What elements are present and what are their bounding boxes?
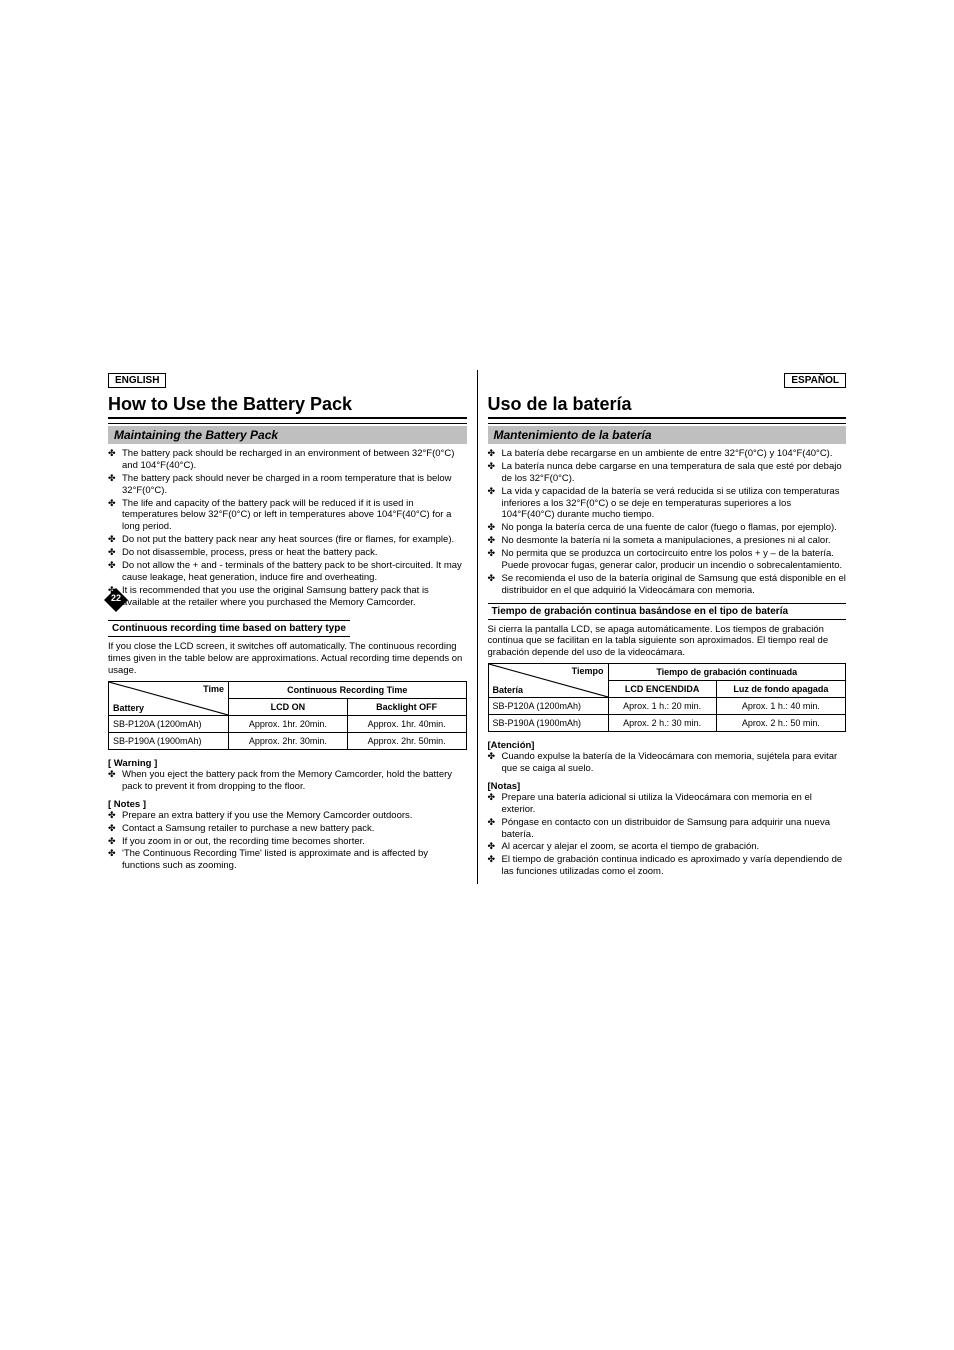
list-item: No desmonte la batería ni la someta a ma…	[488, 535, 847, 547]
list-item: 'The Continuous Recording Time' listed i…	[108, 848, 467, 872]
rule	[488, 417, 847, 419]
rule	[108, 423, 467, 424]
battery-cell: SB-P190A (1900mAh)	[488, 715, 608, 732]
diag-header: Tiempo Batería	[488, 664, 608, 698]
list-item: Do not disassemble, process, press or he…	[108, 547, 467, 559]
recording-time-table-english: Time Battery Continuous Recording Time L…	[108, 681, 467, 750]
col-header: Backlight OFF	[347, 699, 466, 716]
table-row: SB-P120A (1200mAh)Approx. 1hr. 20min.App…	[109, 716, 467, 733]
group-header: Continuous Recording Time	[229, 682, 467, 699]
battery-cell: SB-P120A (1200mAh)	[488, 698, 608, 715]
list-item: No ponga la batería cerca de una fuente …	[488, 522, 847, 534]
language-badge-english: ENGLISH	[108, 373, 166, 388]
notes-list-english: Prepare an extra battery if you use the …	[108, 810, 467, 872]
time-cell: Aprox. 1 h.: 40 min.	[716, 698, 845, 715]
notes-label-spanish: [Notas]	[488, 781, 847, 792]
group-header: Tiempo de grabación continuada	[608, 664, 846, 681]
warning-label-spanish: [Atención]	[488, 740, 847, 751]
list-item: Cuando expulse la batería de la Videocám…	[488, 751, 847, 775]
notes-list-spanish: Prepare una batería adicional si utiliza…	[488, 792, 847, 878]
time-cell: Approx. 1hr. 40min.	[347, 716, 466, 733]
warning-list-spanish: Cuando expulse la batería de la Videocám…	[488, 751, 847, 775]
list-item: Prepare una batería adicional si utiliza…	[488, 792, 847, 816]
list-item: It is recommended that you use the origi…	[108, 585, 467, 609]
list-item: Póngase en contacto con un distribuidor …	[488, 817, 847, 841]
time-cell: Approx. 1hr. 20min.	[229, 716, 348, 733]
table-body-left: SB-P120A (1200mAh)Approx. 1hr. 20min.App…	[109, 716, 467, 750]
time-cell: Approx. 2hr. 30min.	[229, 733, 348, 750]
subsection-bar-english: Maintaining the Battery Pack	[108, 426, 467, 444]
list-item: The life and capacity of the battery pac…	[108, 498, 467, 534]
list-item: If you zoom in or out, the recording tim…	[108, 836, 467, 848]
col-header: LCD ON	[229, 699, 348, 716]
rule	[108, 417, 467, 419]
battery-cell: SB-P120A (1200mAh)	[109, 716, 229, 733]
rule	[488, 423, 847, 424]
two-column-layout: ENGLISH How to Use the Battery Pack Main…	[108, 370, 846, 884]
list-item: No permita que se produzca un cortocircu…	[488, 548, 847, 572]
recording-time-table-spanish: Tiempo Batería Tiempo de grabación conti…	[488, 663, 847, 732]
list-item: La batería debe recargarse en un ambient…	[488, 448, 847, 460]
english-column: ENGLISH How to Use the Battery Pack Main…	[108, 370, 478, 884]
table-intro-english: If you close the LCD screen, it switches…	[108, 641, 467, 677]
list-item: El tiempo de grabación continua indicado…	[488, 854, 847, 878]
subsection-bar-spanish: Mantenimiento de la batería	[488, 426, 847, 444]
col-header: Luz de fondo apagada	[716, 681, 845, 698]
list-item: Prepare an extra battery if you use the …	[108, 810, 467, 822]
time-cell: Aprox. 2 h.: 30 min.	[608, 715, 716, 732]
page: ENGLISH How to Use the Battery Pack Main…	[0, 0, 954, 924]
warning-label-english: [ Warning ]	[108, 758, 467, 769]
maintenance-list-english: The battery pack should be recharged in …	[108, 448, 467, 608]
list-item: Contact a Samsung retailer to purchase a…	[108, 823, 467, 835]
list-item: The battery pack should never be charged…	[108, 473, 467, 497]
section-title-spanish: Uso de la batería	[488, 394, 847, 415]
time-cell: Approx. 2hr. 50min.	[347, 733, 466, 750]
diag-header: Time Battery	[109, 682, 229, 716]
list-item: The battery pack should be recharged in …	[108, 448, 467, 472]
maintenance-list-spanish: La batería debe recargarse en un ambient…	[488, 448, 847, 597]
table-row: SB-P190A (1900mAh)Aprox. 2 h.: 30 min.Ap…	[488, 715, 846, 732]
page-number-badge: 22	[104, 588, 128, 612]
section-title-english: How to Use the Battery Pack	[108, 394, 467, 415]
language-badge-spanish: ESPAÑOL	[784, 373, 846, 388]
notes-label-english: [ Notes ]	[108, 799, 467, 810]
table-row: SB-P120A (1200mAh)Aprox. 1 h.: 20 min.Ap…	[488, 698, 846, 715]
col-header: LCD ENCENDIDA	[608, 681, 716, 698]
table-row: SB-P190A (1900mAh)Approx. 2hr. 30min.App…	[109, 733, 467, 750]
list-item: Se recomienda el uso de la batería origi…	[488, 573, 847, 597]
warning-list-english: When you eject the battery pack from the…	[108, 769, 467, 793]
list-item: La vida y capacidad de la batería se ver…	[488, 486, 847, 522]
list-item: Do not allow the + and - terminals of th…	[108, 560, 467, 584]
list-item: When you eject the battery pack from the…	[108, 769, 467, 793]
table-intro-spanish: Si cierra la pantalla LCD, se apaga auto…	[488, 624, 847, 660]
time-cell: Aprox. 1 h.: 20 min.	[608, 698, 716, 715]
table-heading-english: Continuous recording time based on batte…	[108, 620, 350, 637]
battery-cell: SB-P190A (1900mAh)	[109, 733, 229, 750]
page-number: 22	[104, 593, 128, 603]
list-item: La batería nunca debe cargarse en una te…	[488, 461, 847, 485]
table-body-right: SB-P120A (1200mAh)Aprox. 1 h.: 20 min.Ap…	[488, 698, 846, 732]
time-cell: Aprox. 2 h.: 50 min.	[716, 715, 845, 732]
spanish-column: ESPAÑOL Uso de la batería Mantenimiento …	[478, 370, 847, 884]
list-item: Do not put the battery pack near any hea…	[108, 534, 467, 546]
table-heading-spanish: Tiempo de grabación continua basándose e…	[488, 603, 847, 620]
list-item: Al acercar y alejar el zoom, se acorta e…	[488, 841, 847, 853]
